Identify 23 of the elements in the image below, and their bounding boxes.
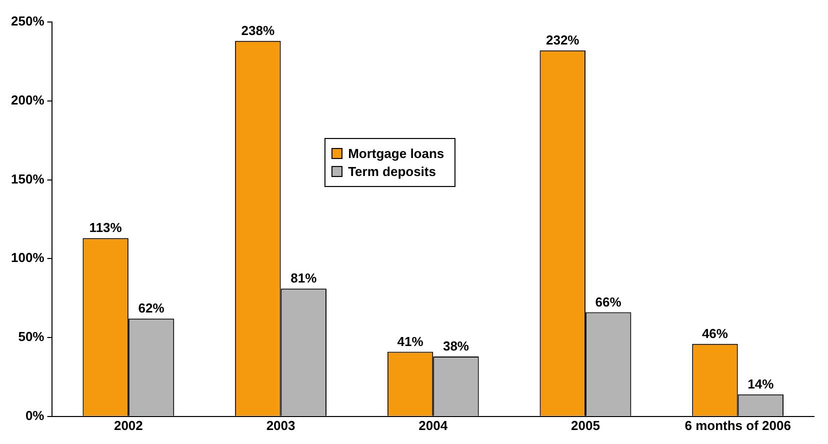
x-tick-label: 2005 (571, 418, 600, 433)
data-label: 46% (702, 326, 728, 341)
data-label: 238% (241, 23, 275, 38)
data-label: 113% (89, 220, 122, 236)
y-tick-label: 50% (18, 329, 45, 344)
x-tick-label: 2004 (418, 418, 448, 433)
data-label: 66% (595, 294, 622, 310)
y-tick-label: 250% (11, 14, 45, 29)
legend-label: Mortgage loans (348, 146, 444, 161)
x-tick-label: 2003 (266, 418, 296, 433)
data-label: 38% (442, 338, 470, 354)
y-tick-label: 100% (11, 250, 45, 266)
y-tick-label: 150% (11, 171, 45, 186)
x-tick-label: 6 months of 2006 (684, 418, 791, 433)
x-tick-label: 2002 (114, 418, 143, 433)
y-tick-label: 200% (11, 92, 45, 108)
legend-label: Term deposits (348, 164, 436, 179)
data-label: 14% (748, 376, 774, 392)
data-label: 232% (546, 32, 580, 48)
data-label: 41% (397, 334, 424, 349)
y-tick-label: 0% (25, 408, 45, 423)
data-label: 81% (290, 270, 318, 286)
data-label: 62% (138, 300, 165, 316)
